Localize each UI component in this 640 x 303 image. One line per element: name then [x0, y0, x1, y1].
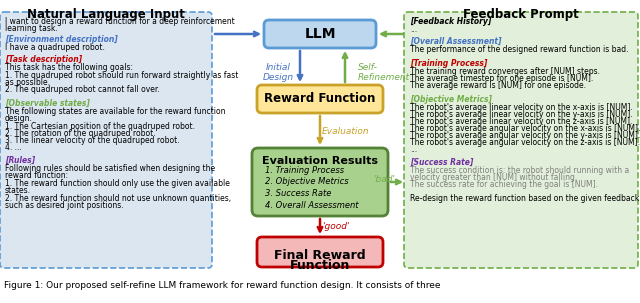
Text: Function: Function	[290, 259, 350, 272]
Text: 'bad': 'bad'	[373, 175, 395, 184]
Text: [Environment description]: [Environment description]	[5, 35, 118, 44]
Text: The performance of the designed reward function is bad.: The performance of the designed reward f…	[410, 45, 628, 54]
Text: LLM: LLM	[304, 27, 336, 41]
Text: 1. The reward function should only use the given available: 1. The reward function should only use t…	[5, 179, 230, 188]
Text: 'good': 'good'	[322, 222, 349, 231]
Text: [Observable states]: [Observable states]	[5, 99, 90, 108]
Text: The robot's average angular velocity on the z-axis is [NUM].: The robot's average angular velocity on …	[410, 138, 640, 147]
Text: Evaluation: Evaluation	[322, 127, 370, 136]
Text: The average timestep for one episode is [NUM].: The average timestep for one episode is …	[410, 74, 593, 83]
Text: 2. The reward function should not use unknown quantities,: 2. The reward function should not use un…	[5, 194, 231, 203]
Text: I want to design a reward function for a deep reinforcement: I want to design a reward function for a…	[5, 17, 235, 26]
Text: 3. The linear velocity of the quadruped robot.: 3. The linear velocity of the quadruped …	[5, 136, 180, 145]
Text: 2. The quadruped robot cannot fall over.: 2. The quadruped robot cannot fall over.	[5, 85, 160, 94]
Text: 1. The quadruped robot should run forward straightly as fast: 1. The quadruped robot should run forwar…	[5, 71, 238, 80]
FancyBboxPatch shape	[404, 12, 638, 268]
Text: Re-design the reward function based on the given feedback.: Re-design the reward function based on t…	[410, 194, 640, 203]
Text: The following states are available for the reward function: The following states are available for t…	[5, 107, 225, 116]
Text: Reward Function: Reward Function	[264, 92, 376, 105]
Text: 1. The Cartesian position of the quadruped robot.: 1. The Cartesian position of the quadrup…	[5, 122, 195, 131]
Text: The training reward converges after [NUM] steps.: The training reward converges after [NUM…	[410, 67, 600, 76]
Text: ...: ...	[410, 145, 417, 154]
Text: 3. Success Rate: 3. Success Rate	[265, 189, 332, 198]
Text: Initial
Design: Initial Design	[262, 63, 294, 82]
Text: Self-
Refinement: Self- Refinement	[358, 63, 410, 82]
Text: ...: ...	[410, 25, 417, 34]
Text: The success rate for achieving the goal is [NUM].: The success rate for achieving the goal …	[410, 180, 598, 189]
Text: This task has the following goals:: This task has the following goals:	[5, 63, 133, 72]
Text: The robot's average angular velocity on the y-axis is [NUM].: The robot's average angular velocity on …	[410, 131, 640, 140]
Text: as possible.: as possible.	[5, 78, 50, 87]
Text: Final Reward: Final Reward	[274, 249, 366, 262]
Text: The robot's average angular velocity on the x-axis is [NUM].: The robot's average angular velocity on …	[410, 124, 640, 133]
Text: Natural Language Input: Natural Language Input	[27, 8, 185, 21]
Text: learning task.: learning task.	[5, 24, 58, 33]
FancyBboxPatch shape	[257, 237, 383, 267]
Text: Figure 1: Our proposed self-refine LLM framework for reward function design. It : Figure 1: Our proposed self-refine LLM f…	[4, 281, 440, 290]
Text: 2. The rotation of the quadruped robot.: 2. The rotation of the quadruped robot.	[5, 129, 156, 138]
Text: The robot's average linear velocity on the x-axis is [NUM].: The robot's average linear velocity on t…	[410, 103, 633, 112]
Text: [Feedback History]: [Feedback History]	[410, 17, 492, 26]
Text: The robot's average linear velocity on the z-axis is [NUM].: The robot's average linear velocity on t…	[410, 117, 632, 126]
Text: Evaluation Results: Evaluation Results	[262, 156, 378, 166]
Text: states.: states.	[5, 186, 31, 195]
Text: [Overall Assessment]: [Overall Assessment]	[410, 37, 502, 46]
Text: Feedback Prompt: Feedback Prompt	[463, 8, 579, 21]
Text: [Task description]: [Task description]	[5, 55, 82, 64]
Text: The average reward is [NUM] for one episode.: The average reward is [NUM] for one epis…	[410, 81, 586, 90]
Text: I have a quadruped robot.: I have a quadruped robot.	[5, 43, 105, 52]
Text: such as desired joint positions.: such as desired joint positions.	[5, 201, 124, 210]
Text: [Training Process]: [Training Process]	[410, 59, 488, 68]
Text: design.: design.	[5, 114, 33, 123]
Text: 2. Objective Metrics: 2. Objective Metrics	[265, 178, 349, 187]
FancyBboxPatch shape	[252, 148, 388, 216]
FancyBboxPatch shape	[0, 12, 212, 268]
Text: 4. Overall Assessment: 4. Overall Assessment	[265, 201, 358, 209]
FancyBboxPatch shape	[257, 85, 383, 113]
Text: velocity greater than [NUM] without falling.: velocity greater than [NUM] without fall…	[410, 173, 577, 182]
Text: Following rules should be satisfied when designing the: Following rules should be satisfied when…	[5, 164, 215, 173]
Text: [Objective Metrics]: [Objective Metrics]	[410, 95, 492, 104]
FancyBboxPatch shape	[264, 20, 376, 48]
Text: reward function:: reward function:	[5, 171, 68, 180]
Text: 1. Training Process: 1. Training Process	[265, 166, 344, 175]
Text: [Success Rate]: [Success Rate]	[410, 158, 474, 167]
Text: 4. ...: 4. ...	[5, 143, 22, 152]
Text: [Rules]: [Rules]	[5, 156, 35, 165]
Text: The success condition is: the robot should running with a: The success condition is: the robot shou…	[410, 166, 629, 175]
Text: The robot's average linear velocity on the y-axis is [NUM].: The robot's average linear velocity on t…	[410, 110, 632, 119]
